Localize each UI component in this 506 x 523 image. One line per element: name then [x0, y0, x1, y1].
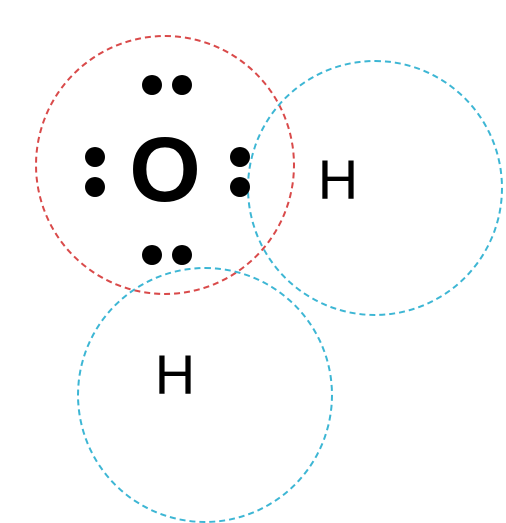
electron-dot	[172, 75, 192, 95]
oxygen-label: O	[129, 124, 201, 216]
electron-dot	[142, 245, 162, 265]
electron-dot	[142, 75, 162, 95]
electron-dot	[230, 147, 250, 167]
lewis-diagram: O H H	[0, 0, 506, 508]
electron-dot	[172, 245, 192, 265]
electron-dot	[85, 147, 105, 167]
hydrogen-label-right: H	[318, 152, 358, 208]
hydrogen-shell-right	[247, 60, 503, 316]
hydrogen-shell-bottom	[77, 267, 333, 523]
hydrogen-label-bottom: H	[155, 347, 195, 403]
electron-dot	[85, 177, 105, 197]
electron-dot	[230, 177, 250, 197]
